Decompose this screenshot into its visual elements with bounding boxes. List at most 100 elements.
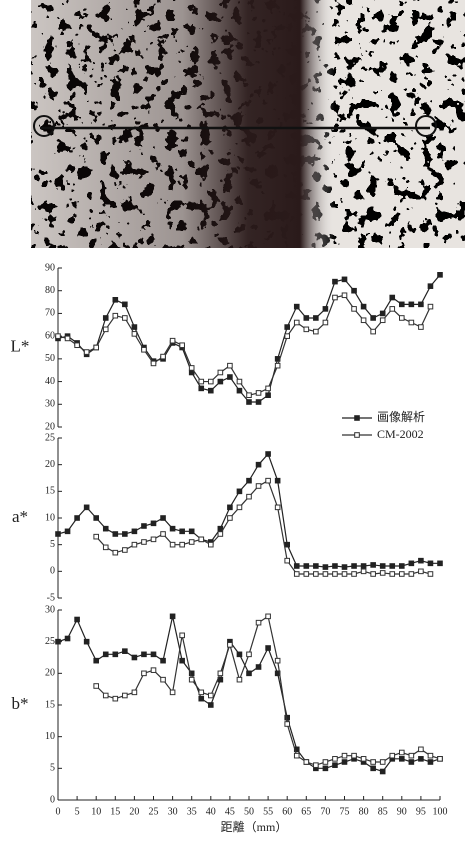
marker bbox=[150, 651, 157, 658]
legend-label: CM-2002 bbox=[377, 427, 424, 441]
marker bbox=[236, 387, 243, 394]
marker bbox=[198, 385, 205, 392]
marker bbox=[379, 310, 386, 317]
marker bbox=[208, 692, 214, 699]
x-tick-label: 85 bbox=[378, 806, 388, 817]
marker bbox=[370, 571, 376, 577]
marker bbox=[74, 616, 80, 623]
marker bbox=[131, 331, 138, 337]
marker bbox=[122, 547, 128, 553]
marker bbox=[427, 759, 434, 765]
marker bbox=[399, 756, 405, 762]
y-tick-label: 15 bbox=[45, 699, 55, 710]
x-tick-label: 25 bbox=[149, 806, 159, 817]
marker bbox=[399, 563, 405, 569]
marker bbox=[122, 301, 128, 308]
marker bbox=[112, 297, 119, 303]
marker bbox=[370, 328, 376, 335]
marker bbox=[427, 303, 434, 310]
y-tick-label: 80 bbox=[45, 285, 55, 296]
marker bbox=[198, 378, 205, 385]
y-tick-label: 60 bbox=[45, 330, 55, 341]
marker bbox=[227, 515, 233, 521]
marker bbox=[160, 515, 166, 521]
marker bbox=[217, 525, 224, 532]
marker bbox=[399, 315, 405, 321]
marker bbox=[160, 676, 166, 683]
marker bbox=[284, 714, 290, 721]
marker bbox=[227, 362, 233, 369]
marker bbox=[169, 337, 176, 344]
marker bbox=[102, 326, 109, 333]
marker bbox=[102, 525, 109, 532]
y-tick-label: 70 bbox=[45, 308, 55, 319]
marker bbox=[389, 294, 396, 301]
series-line bbox=[57, 294, 431, 396]
marker bbox=[284, 557, 290, 564]
x-tick-label: 10 bbox=[91, 806, 101, 817]
marker bbox=[255, 483, 262, 489]
marker bbox=[303, 315, 310, 321]
marker bbox=[150, 360, 157, 367]
marker bbox=[122, 315, 128, 321]
marker bbox=[284, 333, 290, 339]
marker bbox=[418, 301, 424, 308]
marker bbox=[150, 536, 157, 543]
marker bbox=[179, 632, 185, 639]
marker bbox=[198, 689, 205, 696]
marker bbox=[112, 695, 119, 702]
marker bbox=[246, 670, 252, 677]
marker bbox=[322, 571, 329, 577]
marker bbox=[379, 570, 386, 576]
marker bbox=[236, 651, 243, 658]
marker bbox=[188, 528, 195, 535]
marker bbox=[332, 563, 338, 569]
legend-label: 画像解析 bbox=[377, 410, 425, 424]
marker bbox=[408, 571, 415, 577]
marker bbox=[131, 654, 138, 661]
marker bbox=[93, 515, 100, 521]
marker bbox=[313, 563, 319, 569]
marker bbox=[64, 528, 71, 535]
marker bbox=[322, 319, 329, 326]
x-tick-label: 60 bbox=[282, 806, 292, 817]
marker bbox=[141, 539, 147, 545]
marker bbox=[351, 571, 357, 577]
x-tick-label: 20 bbox=[129, 806, 139, 817]
marker bbox=[93, 533, 100, 540]
y-tick-label: 15 bbox=[45, 486, 55, 497]
marker bbox=[255, 664, 262, 670]
marker bbox=[150, 667, 157, 673]
x-axis-label: 距離（mm） bbox=[221, 820, 288, 834]
marker bbox=[408, 560, 415, 567]
marker bbox=[217, 531, 224, 537]
marker bbox=[341, 276, 348, 283]
marker bbox=[284, 324, 290, 330]
marker bbox=[322, 306, 329, 312]
x-tick-label: 100 bbox=[433, 806, 448, 817]
marker bbox=[122, 692, 128, 699]
y-axis-label: L* bbox=[11, 336, 30, 355]
marker bbox=[198, 695, 205, 702]
marker bbox=[284, 721, 290, 727]
marker bbox=[265, 385, 271, 392]
y-tick-label: 0 bbox=[50, 794, 55, 805]
marker bbox=[303, 563, 310, 569]
marker bbox=[341, 752, 348, 759]
y-tick-label: 20 bbox=[45, 421, 55, 432]
x-tick-label: 35 bbox=[187, 806, 197, 817]
marker bbox=[313, 328, 319, 335]
marker bbox=[274, 657, 281, 664]
marker bbox=[122, 648, 128, 654]
marker bbox=[246, 477, 252, 484]
marker bbox=[160, 353, 166, 360]
marker bbox=[379, 759, 386, 765]
marker bbox=[341, 292, 348, 299]
marker bbox=[64, 335, 71, 342]
marker bbox=[418, 746, 424, 753]
marker bbox=[332, 278, 338, 285]
marker bbox=[351, 306, 357, 312]
marker bbox=[255, 461, 262, 468]
marker bbox=[427, 283, 434, 289]
